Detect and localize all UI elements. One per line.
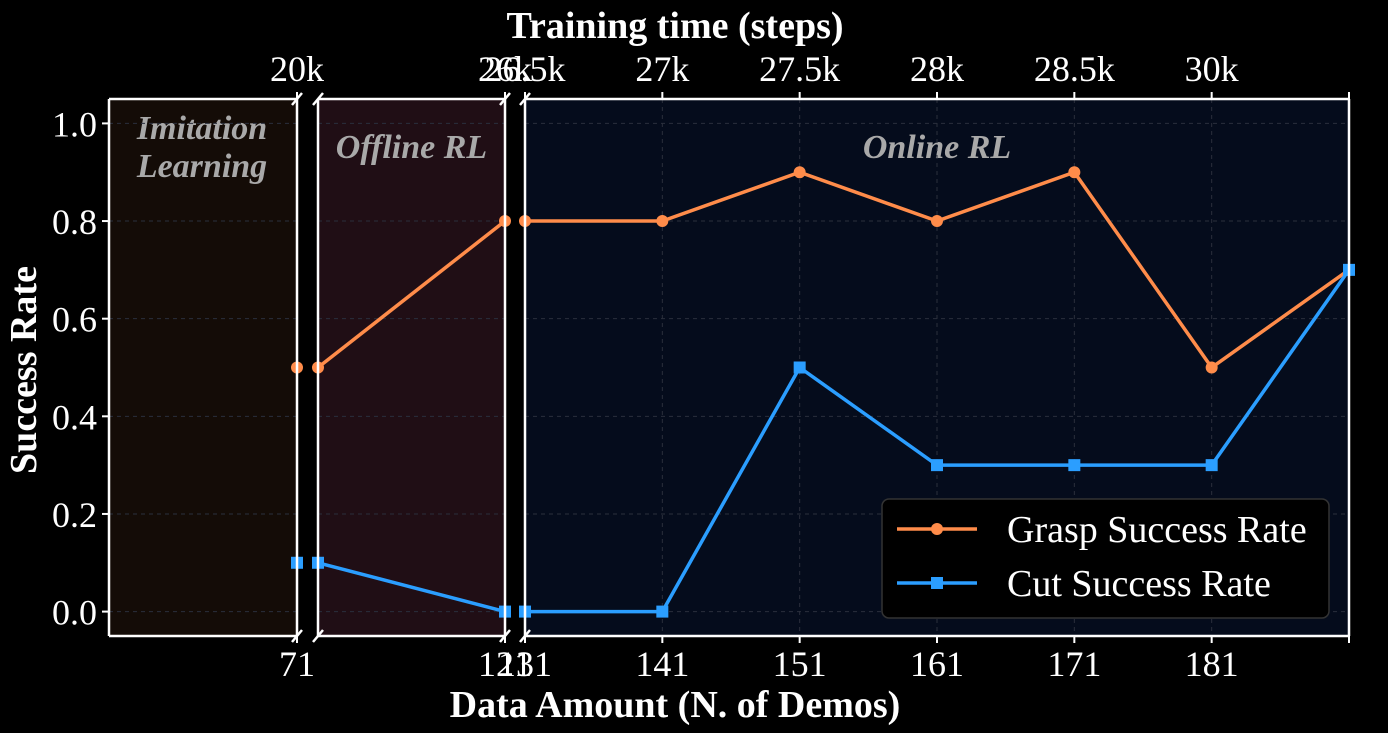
y-tick-label: 0.8 <box>52 202 97 242</box>
data-point <box>656 215 669 228</box>
phase-label: Offline RL <box>336 129 487 166</box>
y-tick-label: 0.2 <box>52 495 97 535</box>
y-tick-label: 0.6 <box>52 300 97 340</box>
top-tick-label: 20k <box>270 49 324 89</box>
legend-marker <box>931 577 943 589</box>
x-tick-label: 181 <box>1185 644 1239 684</box>
legend-box <box>881 498 1330 619</box>
data-point <box>1068 459 1081 472</box>
top-tick-label: 26k <box>478 49 532 89</box>
data-point <box>793 361 806 374</box>
y-tick-label: 0.4 <box>52 397 97 437</box>
x-tick-label: 161 <box>910 644 964 684</box>
axis-break-mark <box>312 92 324 106</box>
top-tick-label: 28.5k <box>1034 49 1115 89</box>
top-tick-label: 27k <box>635 49 689 89</box>
x-tick-label: 71 <box>279 644 315 684</box>
data-point <box>656 605 669 618</box>
data-point <box>1205 459 1218 472</box>
top-tick-label: 28k <box>910 49 964 89</box>
panel-background <box>318 99 505 636</box>
legend-label: Grasp Success Rate <box>1007 509 1307 551</box>
data-point <box>1205 361 1218 374</box>
data-point <box>1068 166 1081 179</box>
x-tick-label: 141 <box>635 644 689 684</box>
x-tick-label: 121 <box>478 644 532 684</box>
x-axis-title: Data Amount (N. of Demos) <box>450 684 901 726</box>
series-line <box>317 561 506 614</box>
top-tick-label: 30k <box>1185 49 1239 89</box>
legend-label: Cut Success Rate <box>1007 563 1271 605</box>
y-tick-label: 1.0 <box>52 104 97 144</box>
series-line <box>316 219 507 369</box>
data-point <box>931 215 943 228</box>
top-tick-label: 26.5k <box>485 49 566 89</box>
x-tick-label: 171 <box>1047 644 1101 684</box>
axis-break-mark <box>312 629 324 643</box>
top-tick-label: 27.5k <box>759 49 840 89</box>
legend-marker <box>931 523 943 535</box>
y-axis-title: Success Rate <box>3 266 45 474</box>
phase-label: Imitation <box>136 110 267 147</box>
data-point <box>931 459 943 472</box>
panel-background <box>109 99 297 636</box>
top-axis-title: Training time (steps) <box>506 5 843 47</box>
x-tick-label: 131 <box>498 644 552 684</box>
phase-label: Learning <box>136 148 267 185</box>
y-tick-label: 0.0 <box>52 593 97 633</box>
x-tick-label: 151 <box>773 644 827 684</box>
data-point <box>793 166 806 179</box>
